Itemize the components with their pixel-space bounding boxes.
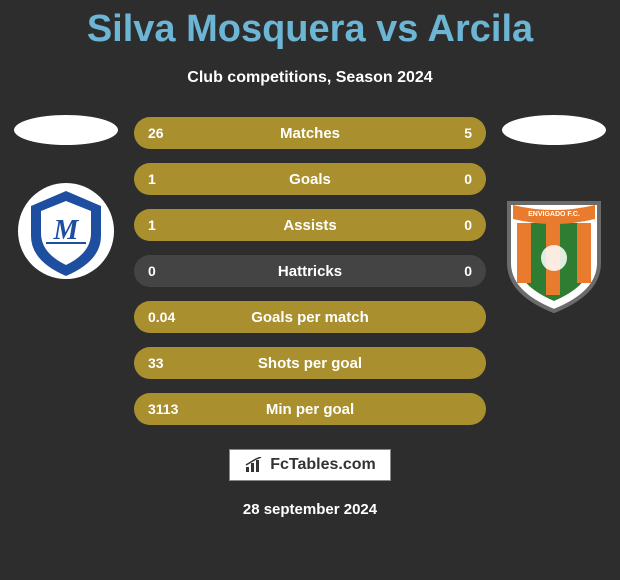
stat-right-value: 0 [432, 263, 472, 279]
stat-row: 3113 Min per goal [134, 393, 486, 425]
stat-label: Matches [280, 125, 340, 142]
stat-label: Assists [283, 217, 336, 234]
right-club-logo: ENVIGADO F.C. [499, 193, 609, 318]
stat-left-value: 0 [148, 263, 188, 279]
stat-row: 33 Shots per goal [134, 347, 486, 379]
stat-left-value: 3113 [148, 401, 188, 417]
right-player-column: ENVIGADO F.C. [494, 117, 614, 439]
stat-row: 0 Hattricks 0 [134, 255, 486, 287]
stats-column: 26 Matches 5 1 Goals 0 1 Assists 0 0 Hattricks 0 0.0… [126, 117, 494, 439]
watermark-text: FcTables.com [270, 456, 376, 474]
stat-right-value: 5 [432, 125, 472, 141]
watermark: FcTables.com [0, 449, 620, 481]
stat-label: Min per goal [266, 401, 354, 418]
stat-left-value: 1 [148, 171, 188, 187]
watermark-box: FcTables.com [229, 449, 391, 481]
player-silhouette-base [14, 115, 118, 145]
svg-text:ENVIGADO F.C.: ENVIGADO F.C. [528, 211, 580, 218]
stat-label: Goals [289, 171, 331, 188]
stat-left-value: 33 [148, 355, 188, 371]
left-club-logo: M [16, 181, 116, 286]
stat-right-value: 0 [432, 171, 472, 187]
stat-right-value: 0 [432, 217, 472, 233]
player-silhouette-base [502, 115, 606, 145]
stat-row: 1 Assists 0 [134, 209, 486, 241]
chart-icon [244, 457, 264, 473]
stat-row: 26 Matches 5 [134, 117, 486, 149]
comparison-subtitle: Club competitions, Season 2024 [0, 69, 620, 87]
stat-left-value: 0.04 [148, 309, 188, 325]
stat-label: Shots per goal [258, 355, 362, 372]
svg-text:M: M [53, 215, 80, 246]
comparison-title: Silva Mosquera vs Arcila [0, 0, 620, 51]
comparison-content: M 26Matches51Goals01Assists00Hattricks00… [0, 117, 620, 439]
stat-label: Hattricks [278, 263, 342, 280]
stat-label: Goals per match [251, 309, 369, 326]
stat-left-value: 1 [148, 217, 188, 233]
stat-row: 0.04 Goals per match [134, 301, 486, 333]
left-player-column: M [6, 117, 126, 439]
comparison-date: 28 september 2024 [0, 501, 620, 518]
stat-left-value: 26 [148, 125, 188, 141]
stat-row: 1 Goals 0 [134, 163, 486, 195]
